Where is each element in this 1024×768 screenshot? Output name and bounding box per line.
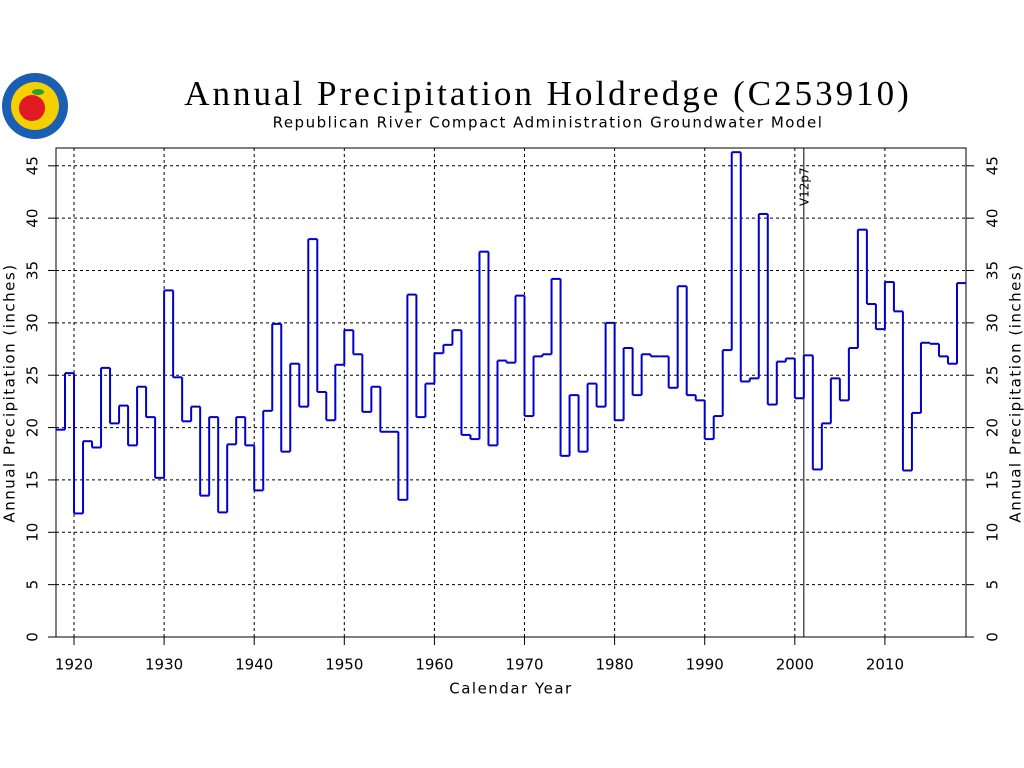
y2-tick-label: 10: [984, 523, 1002, 542]
annotation-label: V12p7: [797, 167, 811, 206]
y-tick-label: 45: [24, 156, 42, 175]
x-tick-label: 1940: [235, 656, 273, 674]
y-tick-label: 40: [24, 209, 42, 228]
x-tick-label: 1970: [505, 656, 543, 674]
y2-tick-label: 30: [984, 313, 1002, 332]
y2-tick-label: 15: [984, 470, 1002, 489]
logo-leaf: [32, 89, 44, 95]
y2-axis-label: Annual Precipitation (inches): [1007, 263, 1024, 522]
y-tick-label: 5: [24, 580, 42, 590]
y2-tick-label: 35: [984, 261, 1002, 280]
y2-tick-label: 5: [984, 580, 1002, 590]
x-tick-label: 1960: [415, 656, 453, 674]
x-tick-label: 2010: [866, 656, 904, 674]
y2-tick-label: 20: [984, 418, 1002, 437]
plot-frame: [55, 147, 967, 638]
x-tick-label: 1920: [55, 656, 93, 674]
x-tick-label: 2000: [776, 656, 814, 674]
y-tick-label: 25: [24, 366, 42, 385]
y-tick-label: 15: [24, 470, 42, 489]
y-tick-label: 35: [24, 261, 42, 280]
chart-subtitle: Republican River Compact Administration …: [273, 114, 824, 132]
logo: [2, 73, 68, 139]
y-tick-label: 0: [24, 632, 42, 642]
logo-apple: [19, 95, 45, 121]
x-tick-label: 1930: [145, 656, 183, 674]
y2-tick-label: 25: [984, 366, 1002, 385]
y2-tick-label: 0: [984, 632, 1002, 642]
chart-title: Annual Precipitation Holdredge (C253910): [184, 74, 912, 113]
x-tick-label: 1980: [596, 656, 634, 674]
x-axis-label: Calendar Year: [449, 680, 572, 698]
y-tick-label: 20: [24, 418, 42, 437]
x-tick-label: 1950: [325, 656, 363, 674]
x-tick-label: 1990: [686, 656, 724, 674]
y2-tick-label: 40: [984, 209, 1002, 228]
y-axis-label: Annual Precipitation (inches): [1, 263, 19, 522]
y2-tick-label: 45: [984, 156, 1002, 175]
y-tick-label: 30: [24, 313, 42, 332]
y-tick-label: 10: [24, 523, 42, 542]
